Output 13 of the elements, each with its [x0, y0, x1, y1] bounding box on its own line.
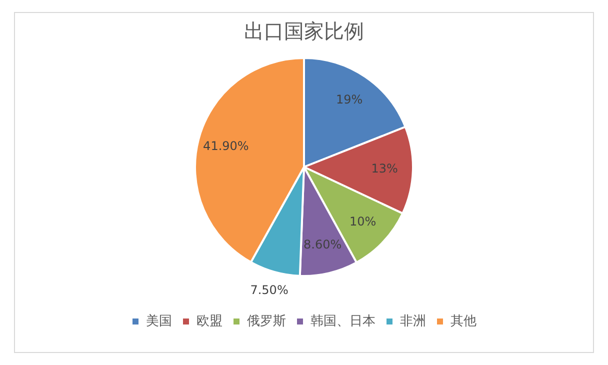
data-label: 13% — [371, 162, 398, 176]
legend-label: 非洲 — [400, 314, 426, 329]
data-label: 41.90% — [203, 138, 249, 153]
chart-title: 出口国家比例 — [244, 19, 364, 44]
data-label: 7.50% — [250, 282, 288, 297]
data-label: 19% — [336, 92, 363, 106]
legend-label: 韩国、日本 — [310, 314, 376, 329]
data-label: 8.60% — [304, 238, 342, 252]
legend-label: 俄罗斯 — [247, 314, 286, 329]
legend-label: 欧盟 — [196, 314, 222, 329]
data-label: 10% — [349, 214, 376, 228]
legend-label: 美国 — [146, 312, 172, 329]
legend-label: 其他 — [450, 314, 476, 329]
